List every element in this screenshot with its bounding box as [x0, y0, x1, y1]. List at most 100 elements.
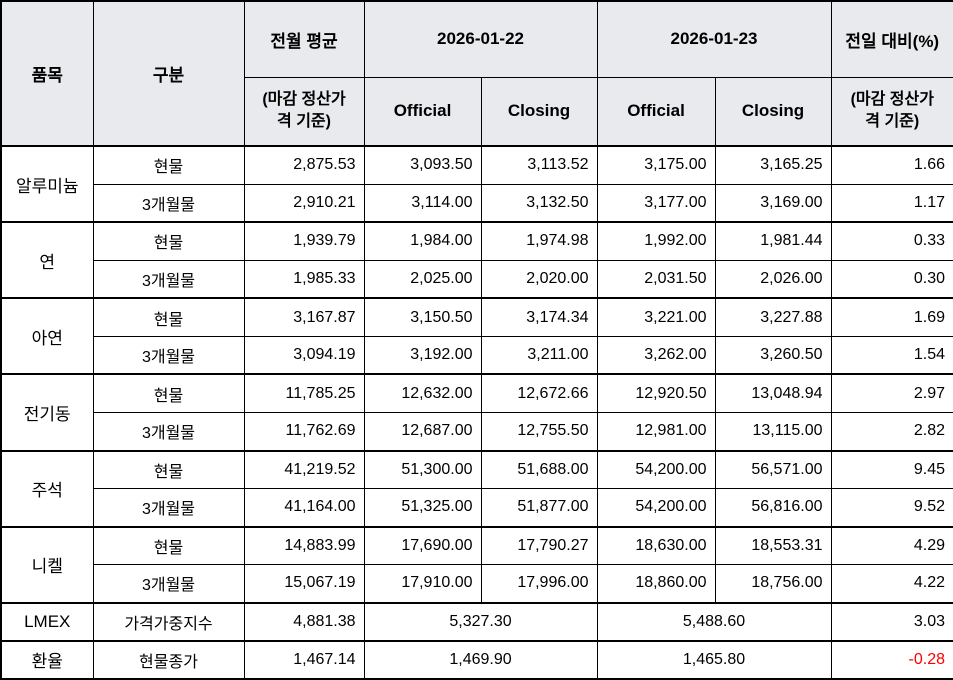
contract-type: 3개월물 — [92, 259, 245, 300]
contract-type: 현물 — [92, 145, 245, 185]
closing-value: 56,571.00 — [714, 449, 832, 490]
prev-avg-value: 2,875.53 — [243, 145, 365, 185]
table-header: 품목 구분 전월 평균 2026-01-22 2026-01-23 전일 대비(… — [0, 0, 953, 147]
col-header-category: 구분 — [92, 0, 245, 147]
change-value: 3.03 — [830, 602, 953, 642]
table-row: 니켈 현물 14,883.99 17,690.00 17,790.27 18,6… — [0, 526, 953, 604]
header-row-1: 품목 구분 전월 평균 2026-01-22 2026-01-23 전일 대비(… — [0, 0, 953, 147]
metal-name: 아연 — [0, 297, 94, 376]
metal-name: 주석 — [0, 449, 94, 528]
table-row: 연 현물 1,939.79 1,984.00 1,974.98 1,992.00… — [0, 221, 953, 300]
change-value: 0.30 — [830, 259, 953, 300]
official-value: 2,025.00 — [363, 259, 482, 300]
closing-value: 13,048.94 — [714, 373, 832, 413]
prev-avg-note: (마감 정산가 격 기준) — [243, 76, 365, 147]
official-value: 2,031.50 — [596, 259, 716, 300]
official-value: 3,150.50 — [363, 297, 482, 337]
col-header-change: 전일 대비(%) — [830, 0, 953, 78]
col-header-date1: 2026-01-22 — [363, 0, 598, 78]
contract-type: 3개월물 — [92, 564, 245, 604]
prev-avg-value: 41,219.52 — [243, 449, 365, 490]
contract-type: 현물 — [92, 297, 245, 337]
closing-value: 18,756.00 — [714, 564, 832, 604]
table-row: LMEX 가격가중지수 4,881.38 5,327.30 5,488.60 3… — [0, 602, 953, 642]
prev-avg-value: 15,067.19 — [243, 564, 365, 604]
prev-avg-value: 41,164.00 — [243, 488, 365, 528]
official-value: 54,200.00 — [596, 488, 716, 528]
closing-value: 3,113.52 — [480, 145, 598, 185]
table-row: 3개월물 11,762.69 12,687.00 12,755.50 12,98… — [1, 411, 953, 452]
change-value: 1.54 — [830, 335, 953, 376]
official-value: 3,192.00 — [363, 335, 482, 376]
table-row: 3개월물 2,910.21 3,114.00 3,132.50 3,177.00… — [1, 183, 953, 224]
change-value: 1.17 — [830, 183, 953, 224]
official-value: 18,630.00 — [596, 526, 716, 566]
col-header-date2: 2026-01-23 — [596, 0, 832, 78]
closing-value: 51,877.00 — [480, 488, 598, 528]
prev-avg-value: 1,467.14 — [243, 640, 365, 680]
contract-type: 3개월물 — [92, 183, 245, 224]
table-row: 3개월물 15,067.19 17,910.00 17,996.00 18,86… — [1, 564, 953, 604]
official-value: 12,687.00 — [363, 411, 482, 452]
official-value: 3,262.00 — [596, 335, 716, 376]
prev-avg-value: 11,785.25 — [243, 373, 365, 413]
metal-name: 알루미늄 — [0, 145, 94, 224]
official-value: 51,300.00 — [363, 449, 482, 490]
official-value: 3,177.00 — [596, 183, 716, 224]
index-name: LMEX — [0, 602, 94, 642]
change-value: 4.29 — [830, 526, 953, 566]
contract-type: 현물 — [92, 526, 245, 566]
closing-value: 17,790.27 — [480, 526, 598, 566]
col-header-item: 품목 — [0, 0, 94, 147]
official-value: 1,984.00 — [363, 221, 482, 261]
change-value: 4.22 — [830, 564, 953, 604]
prev-avg-value: 3,094.19 — [243, 335, 365, 376]
prev-avg-value: 1,985.33 — [243, 259, 365, 300]
closing-value: 2,026.00 — [714, 259, 832, 300]
prev-avg-value: 4,881.38 — [243, 602, 365, 642]
official-value: 12,632.00 — [363, 373, 482, 413]
prev-avg-value: 2,910.21 — [243, 183, 365, 224]
official-value: 3,093.50 — [363, 145, 482, 185]
contract-type: 3개월물 — [92, 335, 245, 376]
change-value: 2.97 — [830, 373, 953, 413]
prev-avg-value: 11,762.69 — [243, 411, 365, 452]
contract-type: 현물 — [92, 449, 245, 490]
closing-value: 3,169.00 — [714, 183, 832, 224]
closing-value: 12,672.66 — [480, 373, 598, 413]
table-row: 3개월물 3,094.19 3,192.00 3,211.00 3,262.00… — [1, 335, 953, 376]
col-header-closing-2: Closing — [714, 76, 832, 147]
change-value: 1.69 — [830, 297, 953, 337]
closing-value: 3,211.00 — [480, 335, 598, 376]
official-value: 3,114.00 — [363, 183, 482, 224]
change-value: 9.52 — [830, 488, 953, 528]
contract-type: 가격가중지수 — [92, 602, 245, 642]
change-value: 9.45 — [830, 449, 953, 490]
contract-type: 3개월물 — [92, 411, 245, 452]
contract-type: 3개월물 — [92, 488, 245, 528]
date1-value: 5,327.30 — [363, 602, 598, 642]
prev-avg-value: 14,883.99 — [243, 526, 365, 566]
change-value: 0.33 — [830, 221, 953, 261]
official-value: 12,920.50 — [596, 373, 716, 413]
table-body: 알루미늄 현물 2,875.53 3,093.50 3,113.52 3,175… — [0, 145, 953, 680]
official-value: 18,860.00 — [596, 564, 716, 604]
header-row-2: (마감 정산가 격 기준) Official Closing Official … — [1, 76, 953, 147]
official-value: 17,690.00 — [363, 526, 482, 566]
official-value: 12,981.00 — [596, 411, 716, 452]
closing-value: 56,816.00 — [714, 488, 832, 528]
closing-value: 2,020.00 — [480, 259, 598, 300]
contract-type: 현물 — [92, 373, 245, 413]
metal-name: 전기동 — [0, 373, 94, 452]
date1-value: 1,469.90 — [363, 640, 598, 680]
col-header-closing-1: Closing — [480, 76, 598, 147]
metal-name: 니켈 — [0, 526, 94, 604]
col-header-official-2: Official — [596, 76, 716, 147]
contract-type: 현물종가 — [92, 640, 245, 680]
prev-avg-value: 3,167.87 — [243, 297, 365, 337]
closing-value: 51,688.00 — [480, 449, 598, 490]
table-row: 아연 현물 3,167.87 3,150.50 3,174.34 3,221.0… — [0, 297, 953, 376]
date2-value: 1,465.80 — [596, 640, 832, 680]
